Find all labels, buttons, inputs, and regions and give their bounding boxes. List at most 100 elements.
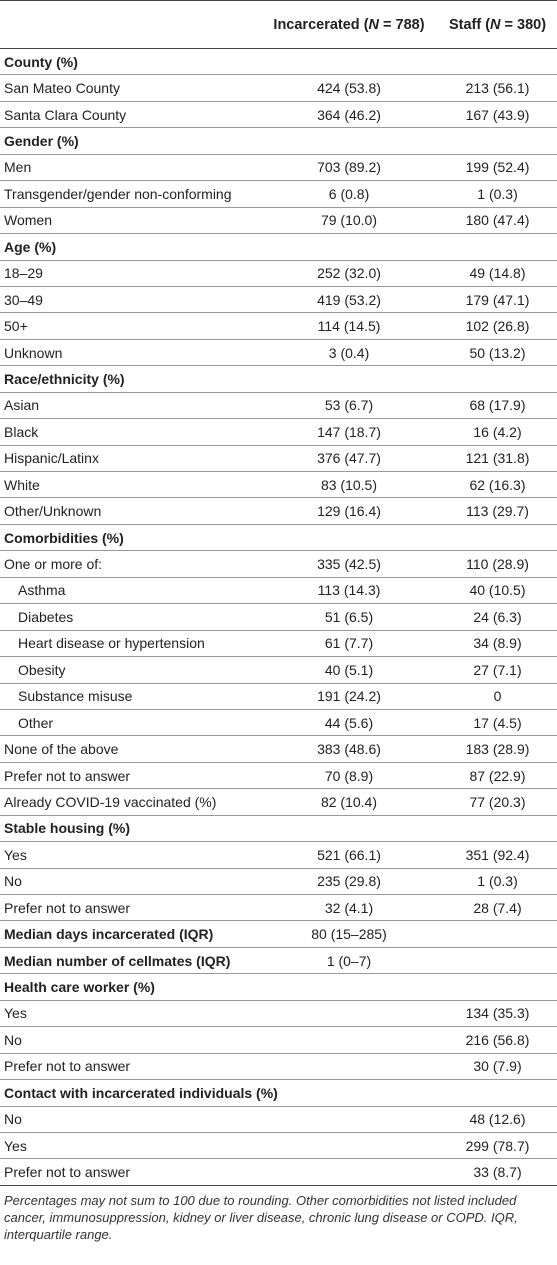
- staff-value: 68 (17.9): [438, 392, 557, 420]
- demographics-table: Incarcerated (N = 788) Staff (N = 380) C…: [0, 0, 557, 1186]
- staff-value: 87 (22.9): [438, 762, 557, 790]
- staff-value: 30 (7.9): [438, 1053, 557, 1081]
- section-header-row: Age (%): [0, 233, 557, 261]
- incarcerated-value: 419 (53.2): [260, 286, 438, 314]
- staff-value: 216 (56.8): [438, 1026, 557, 1054]
- row-label: None of the above: [0, 735, 260, 763]
- staff-value: 1 (0.3): [438, 180, 557, 208]
- row-label: Men: [0, 154, 260, 182]
- incarcerated-value: 82 (10.4): [260, 788, 438, 816]
- row-label: Substance misuse: [0, 683, 260, 710]
- staff-value: 199 (52.4): [438, 154, 557, 182]
- table-row: Prefer not to answer 32 (4.1) 28 (7.4): [0, 894, 557, 922]
- incarcerated-value: 6 (0.8): [260, 180, 438, 208]
- row-label: One or more of:: [0, 550, 260, 578]
- table-row: Asian 53 (6.7) 68 (17.9): [0, 392, 557, 420]
- staff-value: 33 (8.7): [438, 1158, 557, 1186]
- table-row: Women 79 (10.0) 180 (47.4): [0, 207, 557, 235]
- section-header-row: Comorbidities (%): [0, 524, 557, 552]
- staff-value: 299 (78.7): [438, 1132, 557, 1160]
- table-row: Men 703 (89.2) 199 (52.4): [0, 154, 557, 182]
- row-label: Age (%): [0, 233, 260, 261]
- incarcerated-value: [260, 815, 438, 843]
- staff-value: 213 (56.1): [438, 74, 557, 102]
- incarcerated-value: [260, 1053, 438, 1081]
- row-label: Health care worker (%): [0, 973, 260, 1001]
- row-label: Diabetes: [0, 603, 260, 631]
- table-row: Heart disease or hypertension 61 (7.7) 34 …: [0, 630, 557, 658]
- header-incarcerated: Incarcerated (N = 788): [260, 0, 438, 49]
- row-label: Prefer not to answer: [0, 762, 260, 790]
- row-label: Median number of cellmates (IQR): [0, 947, 260, 975]
- row-label: Prefer not to answer: [0, 1053, 260, 1081]
- table-row: 30–49 419 (53.2) 179 (47.1): [0, 286, 557, 314]
- incarcerated-value: 703 (89.2): [260, 154, 438, 182]
- incarcerated-value: 80 (15–285): [260, 920, 438, 948]
- table-row: Transgender/gender non-conforming 6 (0.8)…: [0, 180, 557, 208]
- row-label: Santa Clara County: [0, 101, 260, 129]
- staff-value: 113 (29.7): [438, 497, 557, 525]
- table-row: Already COVID-19 vaccinated (%) 82 (10.4)…: [0, 788, 557, 816]
- section-header-row: Gender (%): [0, 127, 557, 155]
- incarcerated-value: [260, 1026, 438, 1054]
- staff-value: 183 (28.9): [438, 735, 557, 763]
- incarcerated-value: [260, 233, 438, 261]
- staff-value: 167 (43.9): [438, 101, 557, 129]
- header-staff: Staff (N = 380): [438, 0, 557, 49]
- incarcerated-value: 51 (6.5): [260, 603, 438, 631]
- row-label: Black: [0, 418, 260, 446]
- incarcerated-value: 83 (10.5): [260, 471, 438, 499]
- staff-value: 40 (10.5): [438, 577, 557, 605]
- staff-value: 180 (47.4): [438, 207, 557, 235]
- table-row: No 235 (29.8) 1 (0.3): [0, 868, 557, 896]
- row-label: County (%): [0, 48, 260, 76]
- incarcerated-value: 3 (0.4): [260, 339, 438, 367]
- staff-value: [438, 920, 557, 948]
- table-row: Yes 134 (35.3): [0, 1000, 557, 1028]
- incarcerated-value: [260, 1079, 438, 1107]
- incarcerated-value: [260, 1106, 438, 1133]
- section-header-row: County (%): [0, 48, 557, 76]
- row-label: Yes: [0, 841, 260, 869]
- table-header-row: Incarcerated (N = 788) Staff (N = 380): [0, 0, 557, 49]
- row-label: Other: [0, 709, 260, 737]
- row-label: Prefer not to answer: [0, 894, 260, 922]
- row-label: 30–49: [0, 286, 260, 314]
- table-row: Prefer not to answer 70 (8.9) 87 (22.9): [0, 762, 557, 790]
- row-label: Prefer not to answer: [0, 1158, 260, 1186]
- table-row: White 83 (10.5) 62 (16.3): [0, 471, 557, 499]
- incarcerated-value: 1 (0–7): [260, 947, 438, 975]
- incarcerated-value: 147 (18.7): [260, 418, 438, 446]
- incarcerated-value: 44 (5.6): [260, 709, 438, 737]
- table-row: Santa Clara County 364 (46.2) 167 (43.9): [0, 101, 557, 129]
- table-row: Hispanic/Latinx 376 (47.7) 121 (31.8): [0, 445, 557, 473]
- staff-value: 17 (4.5): [438, 709, 557, 737]
- incarcerated-value: 129 (16.4): [260, 497, 438, 525]
- table-row: Prefer not to answer 33 (8.7): [0, 1158, 557, 1186]
- table-footnote: Percentages may not sum to 100 due to ro…: [4, 1192, 518, 1242]
- table-row: Black 147 (18.7) 16 (4.2): [0, 418, 557, 446]
- row-label: Contact with incarcerated individuals (%…: [0, 1079, 278, 1107]
- section-header-row: Stable housing (%): [0, 815, 557, 843]
- row-label: Asthma: [0, 577, 260, 605]
- row-label: No: [0, 1106, 260, 1133]
- row-label: Already COVID-19 vaccinated (%): [0, 788, 260, 816]
- table-row: 50+ 114 (14.5) 102 (26.8): [0, 312, 557, 340]
- staff-value: 179 (47.1): [438, 286, 557, 314]
- row-label: Asian: [0, 392, 260, 420]
- incarcerated-value: [260, 365, 438, 393]
- staff-value: [438, 233, 557, 261]
- staff-value: 351 (92.4): [438, 841, 557, 869]
- row-label: Women: [0, 207, 260, 235]
- table-row: Other/Unknown 129 (16.4) 113 (29.7): [0, 497, 557, 525]
- staff-value: 34 (8.9): [438, 630, 557, 658]
- incarcerated-value: 113 (14.3): [260, 577, 438, 605]
- incarcerated-value: 424 (53.8): [260, 74, 438, 102]
- incarcerated-value: [260, 1132, 438, 1160]
- staff-value: [438, 524, 557, 552]
- staff-value: 0: [438, 683, 557, 710]
- incarcerated-value: 114 (14.5): [260, 312, 438, 340]
- staff-value: [438, 815, 557, 843]
- incarcerated-value: 61 (7.7): [260, 630, 438, 658]
